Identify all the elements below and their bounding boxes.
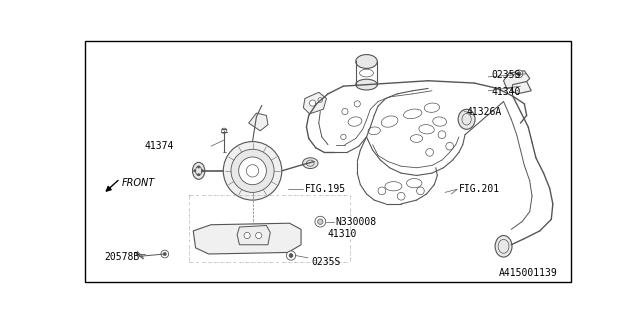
Circle shape	[417, 187, 424, 195]
Ellipse shape	[259, 230, 281, 247]
Circle shape	[287, 251, 296, 260]
Text: 41340: 41340	[492, 87, 520, 97]
Text: 41326A: 41326A	[467, 107, 502, 116]
Circle shape	[221, 128, 227, 133]
Circle shape	[426, 148, 433, 156]
Text: 41310: 41310	[328, 229, 357, 239]
Circle shape	[244, 232, 250, 239]
Text: FIG.201: FIG.201	[459, 184, 500, 194]
Circle shape	[246, 165, 259, 177]
Circle shape	[161, 250, 168, 258]
Circle shape	[342, 108, 348, 115]
Circle shape	[378, 187, 386, 195]
Circle shape	[231, 149, 274, 192]
Polygon shape	[249, 113, 268, 131]
Circle shape	[315, 216, 326, 227]
Polygon shape	[193, 223, 301, 254]
Circle shape	[517, 72, 521, 76]
Ellipse shape	[303, 158, 318, 169]
Polygon shape	[511, 82, 531, 94]
Circle shape	[207, 236, 215, 244]
Text: FRONT: FRONT	[122, 178, 155, 188]
Ellipse shape	[356, 79, 378, 90]
Text: A415001139: A415001139	[499, 268, 557, 278]
Circle shape	[438, 131, 446, 139]
Circle shape	[446, 142, 454, 150]
Circle shape	[397, 192, 405, 200]
Circle shape	[239, 157, 266, 185]
Text: 0235S: 0235S	[311, 258, 340, 268]
Circle shape	[202, 170, 204, 172]
Text: FIG.195: FIG.195	[305, 184, 346, 194]
Circle shape	[198, 173, 200, 176]
Text: 0235S: 0235S	[492, 70, 520, 80]
Circle shape	[255, 232, 262, 239]
Circle shape	[163, 252, 166, 256]
Circle shape	[340, 134, 346, 140]
Circle shape	[310, 100, 316, 106]
Circle shape	[266, 235, 274, 243]
Circle shape	[289, 254, 293, 258]
Ellipse shape	[204, 235, 218, 245]
Ellipse shape	[458, 109, 475, 129]
Circle shape	[354, 101, 360, 107]
Polygon shape	[303, 92, 326, 114]
Polygon shape	[504, 71, 530, 88]
Ellipse shape	[356, 55, 378, 68]
Polygon shape	[237, 226, 270, 245]
Ellipse shape	[200, 232, 221, 249]
Text: 41374: 41374	[145, 141, 174, 151]
Text: 20578B: 20578B	[105, 252, 140, 262]
Circle shape	[198, 166, 200, 168]
Ellipse shape	[263, 233, 277, 244]
Circle shape	[515, 70, 523, 78]
Circle shape	[194, 170, 196, 172]
Text: N330008: N330008	[336, 217, 377, 227]
Ellipse shape	[193, 162, 205, 179]
Circle shape	[317, 219, 323, 224]
Circle shape	[318, 98, 323, 102]
Circle shape	[223, 141, 282, 200]
Ellipse shape	[495, 236, 512, 257]
